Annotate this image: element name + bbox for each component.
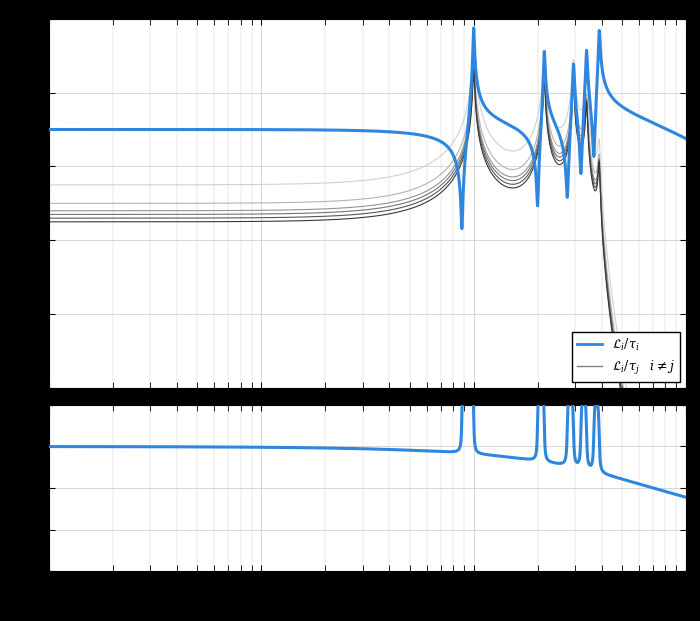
Legend: $\mathcal{L}_i/\tau_i$, $\mathcal{L}_i/\tau_j \quad i\neq j$: $\mathcal{L}_i/\tau_i$, $\mathcal{L}_i/\… [572,332,680,382]
